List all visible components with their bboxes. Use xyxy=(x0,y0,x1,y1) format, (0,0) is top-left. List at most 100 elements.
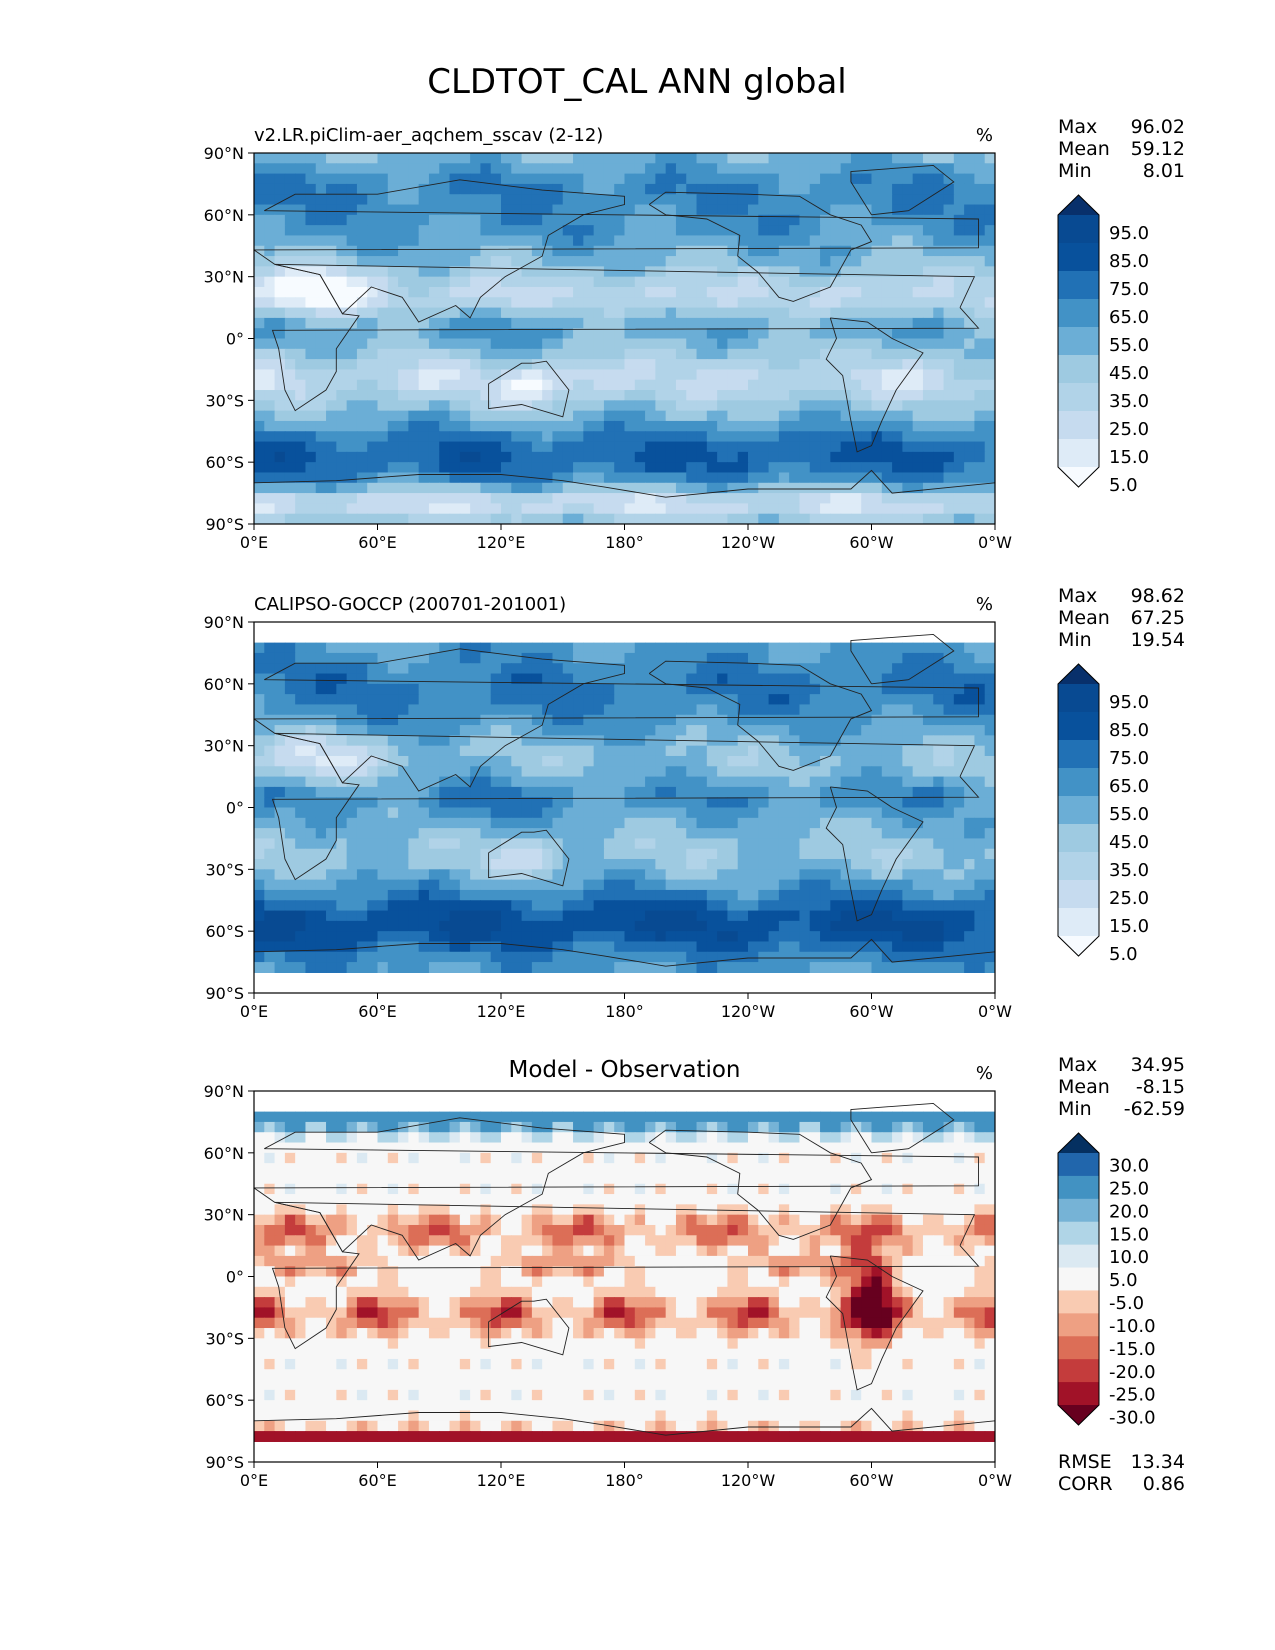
heatmap-cell xyxy=(953,431,965,443)
heatmap-cell xyxy=(562,910,574,922)
heatmap-cell xyxy=(542,910,554,922)
heatmap-cell xyxy=(737,889,749,901)
heatmap-cell xyxy=(881,735,893,747)
heatmap-cell xyxy=(850,276,862,288)
heatmap-cell xyxy=(274,786,286,798)
heatmap-cell xyxy=(799,183,811,195)
heatmap-cell xyxy=(254,173,265,185)
heatmap-cell xyxy=(326,266,337,278)
heatmap-cell xyxy=(665,503,677,515)
heatmap-cell xyxy=(748,482,759,494)
heatmap-cell xyxy=(861,431,873,443)
heatmap-cell xyxy=(470,879,482,891)
heatmap-cell xyxy=(624,673,636,685)
heatmap-cell xyxy=(305,869,317,881)
heatmap-cell xyxy=(387,931,399,943)
heatmap-cell xyxy=(284,889,296,901)
heatmap-cell xyxy=(387,848,399,860)
heatmap-cell xyxy=(984,838,995,850)
heatmap-cell xyxy=(511,920,523,932)
heatmap-cell xyxy=(326,962,337,973)
heatmap-cell xyxy=(521,817,533,829)
heatmap-cell xyxy=(490,920,502,932)
heatmap-cell xyxy=(614,369,626,381)
heatmap-cell xyxy=(624,503,636,515)
heatmap-cell xyxy=(861,673,873,685)
heatmap-cell xyxy=(645,513,656,524)
heatmap-cell xyxy=(614,889,626,901)
heatmap-cell xyxy=(922,951,934,963)
heatmap-cell xyxy=(974,153,986,164)
heatmap-cell xyxy=(593,256,605,267)
heatmap-cell xyxy=(459,369,471,381)
heatmap-cell xyxy=(665,328,677,340)
heatmap-cell xyxy=(408,328,420,340)
heatmap-cell xyxy=(521,859,533,870)
heatmap-cell xyxy=(964,642,976,654)
heatmap-cell xyxy=(490,297,502,309)
heatmap-cell xyxy=(645,173,656,185)
heatmap-cell xyxy=(531,725,543,736)
heatmap-cell xyxy=(336,807,348,819)
heatmap-cell xyxy=(706,714,718,726)
heatmap-cell xyxy=(326,859,337,870)
heatmap-cell xyxy=(624,451,636,463)
heatmap-cell xyxy=(490,379,502,391)
heatmap-cell xyxy=(964,694,976,706)
heatmap-cell xyxy=(881,204,893,216)
heatmap-cell xyxy=(449,286,461,298)
heatmap-cell xyxy=(778,828,790,840)
heatmap-cell xyxy=(892,786,903,798)
heatmap-cell xyxy=(583,735,595,747)
heatmap-cell xyxy=(624,194,636,206)
heatmap-cell xyxy=(377,163,389,175)
heatmap-cell xyxy=(984,920,995,932)
heatmap-cell xyxy=(933,828,945,840)
heatmap-cell xyxy=(254,235,265,247)
heatmap-cell xyxy=(264,173,276,185)
heatmap-cell xyxy=(295,900,307,912)
heatmap-cell xyxy=(624,431,636,443)
heatmap-cell xyxy=(686,420,698,432)
heatmap-cell xyxy=(717,642,729,654)
heatmap-cell xyxy=(768,214,780,226)
heatmap-cell xyxy=(459,245,471,257)
heatmap-cell xyxy=(284,652,296,664)
heatmap-cell xyxy=(861,266,873,278)
heatmap-cell xyxy=(758,807,770,819)
heatmap-cell xyxy=(356,431,368,443)
heatmap-cell xyxy=(789,472,801,484)
heatmap-cell xyxy=(346,725,358,736)
heatmap-cell xyxy=(501,153,512,164)
heatmap-cell xyxy=(645,766,656,778)
heatmap-cell xyxy=(737,910,749,922)
heatmap-cell xyxy=(264,472,276,484)
heatmap-cell xyxy=(418,859,430,870)
heatmap-cell xyxy=(809,931,821,943)
heatmap-cell xyxy=(675,420,687,432)
x-tick-label: 180° xyxy=(605,1002,644,1021)
heatmap-cell xyxy=(964,245,976,257)
heatmap-cell xyxy=(387,673,399,685)
heatmap-cell xyxy=(284,338,296,350)
heatmap-cell xyxy=(840,493,852,504)
heatmap-cell xyxy=(861,369,873,381)
heatmap-cell xyxy=(933,338,945,350)
heatmap-cell xyxy=(264,441,276,453)
heatmap-cell xyxy=(449,472,461,484)
heatmap-cell xyxy=(974,276,986,288)
heatmap-cell xyxy=(562,256,574,267)
heatmap-cell xyxy=(501,920,512,932)
heatmap-cell xyxy=(501,859,512,870)
heatmap-cell xyxy=(758,951,770,963)
heatmap-cell xyxy=(398,472,409,484)
heatmap-cell xyxy=(573,359,584,371)
heatmap-cell xyxy=(418,663,430,675)
heatmap-cell xyxy=(367,848,379,860)
heatmap-cell xyxy=(614,225,626,237)
heatmap-cell xyxy=(850,663,862,675)
heatmap-cell xyxy=(665,462,677,474)
heatmap-cell xyxy=(902,390,914,401)
heatmap-cell xyxy=(696,828,708,840)
heatmap-cell xyxy=(398,266,409,278)
